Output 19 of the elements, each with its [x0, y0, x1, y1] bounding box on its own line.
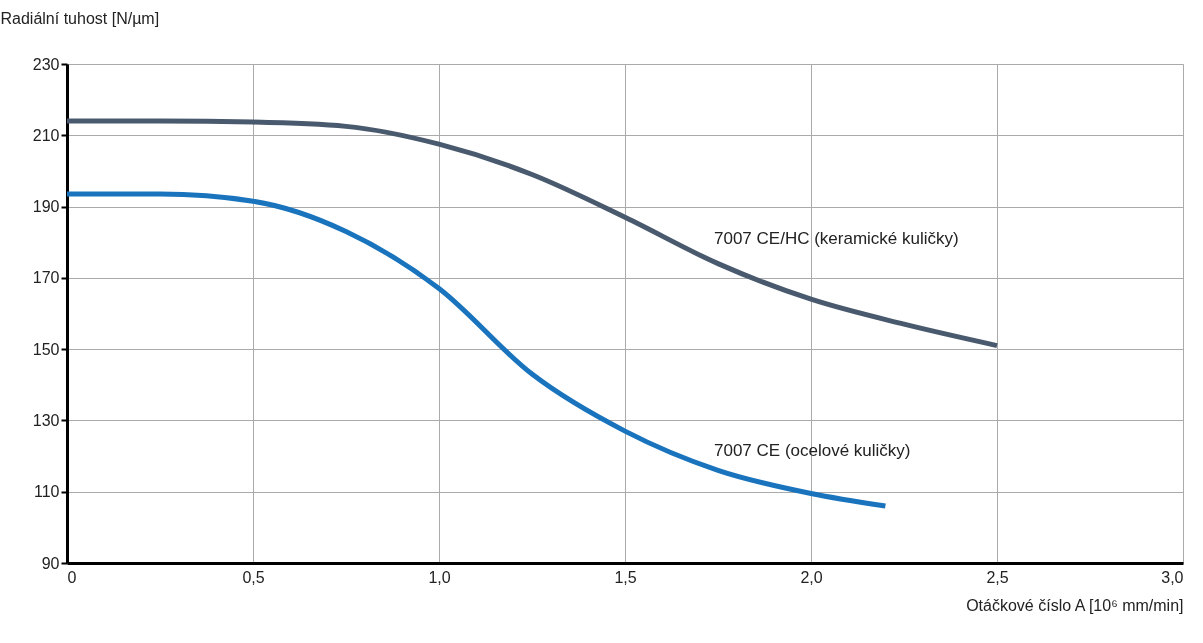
- series-label: 7007 CE (ocelové kuličky): [714, 441, 911, 461]
- series-label: 7007 CE/HC (keramické kuličky): [714, 228, 959, 248]
- y-axis-title: Radiální tuhost [N/µm]: [0, 9, 160, 27]
- x-tick-label: 3,0: [1161, 568, 1184, 586]
- y-tick-label: 230: [32, 55, 60, 73]
- y-tick-label: 210: [32, 126, 60, 144]
- x-tick-label: 1,0: [428, 568, 451, 586]
- x-tick-label: 2,0: [800, 568, 823, 586]
- x-tick-label: 1,5: [614, 568, 637, 586]
- x-axis-title: Otáčkové číslo A [10⁶ mm/min]: [966, 596, 1184, 614]
- y-tick-label: 150: [32, 340, 60, 358]
- x-tick-label: 0,5: [242, 568, 265, 586]
- x-tick-label: 0: [67, 568, 77, 586]
- y-tick-label: 130: [32, 411, 60, 429]
- y-tick-label: 110: [33, 483, 60, 501]
- y-tick-label: 190: [32, 198, 60, 216]
- y-tick-label: 90: [41, 554, 60, 572]
- x-tick-label: 2,5: [986, 568, 1009, 586]
- y-tick-label: 170: [32, 269, 60, 287]
